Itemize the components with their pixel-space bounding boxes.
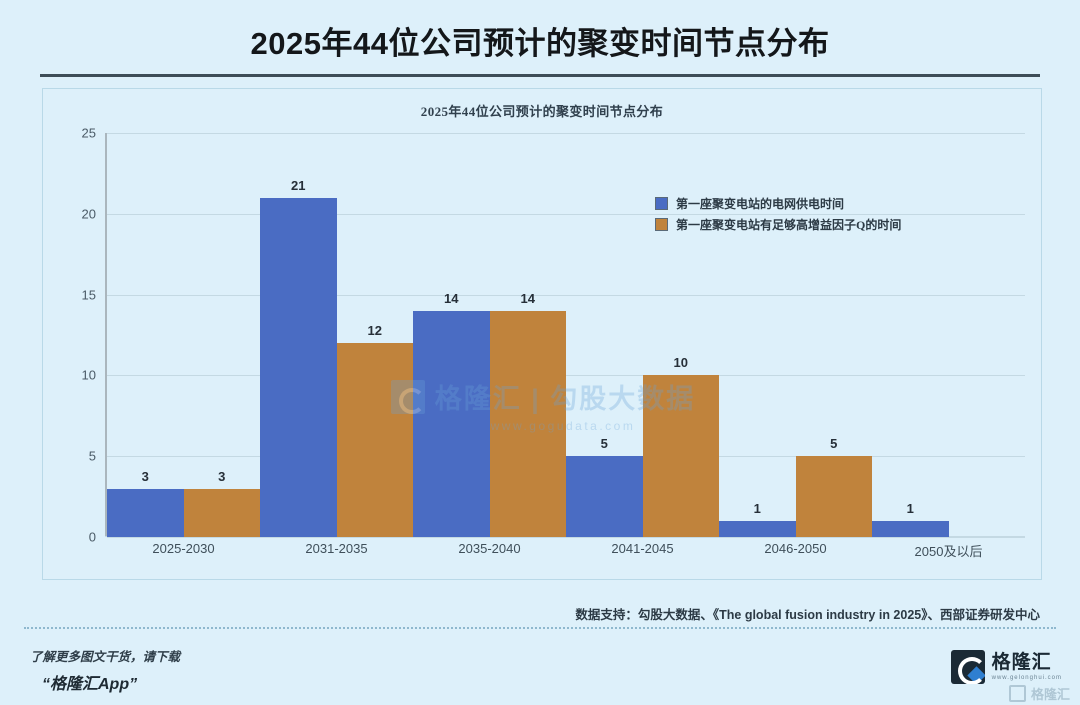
legend-item-label: 第一座聚变电站有足够高增益因子Q的时间 <box>676 218 902 232</box>
footer-app-name: “格隆汇App” <box>42 676 138 693</box>
y-axis-tick-label: 0 <box>88 529 96 545</box>
y-axis-tick-label: 15 <box>81 287 96 303</box>
bar-group: 10 <box>872 133 1025 537</box>
bar[interactable]: 1 <box>872 501 949 537</box>
chart-card: 2025年44位公司预计的聚变时间节点分布 0 5 10 15 20 25 3 3 21 12 1… <box>42 88 1042 580</box>
brand-watermark: 格隆汇 <box>1008 684 1070 703</box>
y-axis-line <box>105 133 107 537</box>
bar[interactable]: 14 <box>413 291 490 537</box>
brand-logo[interactable]: 格隆汇 www.gelonghui.com <box>950 650 1062 684</box>
bar[interactable]: 14 <box>489 291 566 537</box>
gridline: 0 <box>89 530 1025 545</box>
bar-value-label: 10 <box>673 355 688 371</box>
bar[interactable]: 3 <box>183 469 260 537</box>
x-axis-tick-labels: 2025-2030 2031-2035 2035-2040 2041-2045 2046… <box>107 541 1025 560</box>
footer-divider <box>24 627 1056 629</box>
x-axis-tick-label: 2050及以后 <box>914 544 983 559</box>
bar[interactable]: 10 <box>642 355 719 537</box>
y-axis-tick-label: 10 <box>81 367 96 383</box>
bar-value-label: 1 <box>753 500 761 516</box>
bar-value-label: 5 <box>600 436 608 452</box>
page-title: 2025年44位公司预计的聚变时间节点分布 <box>250 26 830 61</box>
y-axis-tick-label: 5 <box>88 448 96 464</box>
legend-swatch-icon <box>655 218 668 231</box>
gridline: 25 <box>82 126 1025 141</box>
bar[interactable]: 3 <box>107 469 184 537</box>
brand-url: www.gelonghui.com <box>991 675 1062 681</box>
gridline: 10 <box>82 368 1025 383</box>
legend-item[interactable]: 第一座聚变电站的电网供电时间 <box>655 193 901 214</box>
bar[interactable]: 5 <box>566 436 643 537</box>
legend-item[interactable]: 第一座聚变电站有足够高增益因子Q的时间 <box>655 214 901 235</box>
x-axis-tick-label: 2031-2035 <box>305 541 368 556</box>
gridline: 20 <box>82 206 1025 221</box>
title-divider <box>40 74 1040 77</box>
legend-swatch-icon <box>655 197 668 210</box>
bar-value-label: 12 <box>367 323 382 339</box>
x-axis-tick-label: 2046-2050 <box>764 541 827 556</box>
gridline: 15 <box>82 287 1025 302</box>
chart-title: 2025年44位公司预计的聚变时间节点分布 <box>420 104 664 119</box>
footer-promo-text: 了解更多图文干货，请下载 <box>30 650 181 664</box>
source-note: 数据支持：勾股大数据、《The global fusion industry i… <box>575 608 1040 622</box>
bar-value-label: 3 <box>218 468 226 484</box>
bar[interactable]: 12 <box>336 323 413 537</box>
legend-item-label: 第一座聚变电站的电网供电时间 <box>676 197 845 211</box>
gelonghui-logo-icon <box>950 650 985 684</box>
brand-ghost-label: 格隆汇 <box>1030 687 1070 702</box>
chart-legend: 第一座聚变电站的电网供电时间 第一座聚变电站有足够高增益因子Q的时间 <box>655 193 901 235</box>
y-axis-tick-label: 20 <box>81 206 96 222</box>
x-axis-tick-label: 2041-2045 <box>611 541 674 556</box>
bar-group: 21 12 <box>260 133 413 537</box>
bar-groups: 33211214145101510 <box>107 133 1025 537</box>
bar-value-label: 14 <box>520 290 535 306</box>
bar[interactable]: 5 <box>795 436 872 537</box>
bar-value-label: 21 <box>291 177 306 193</box>
bar-value-label: 1 <box>906 500 914 516</box>
gelonghui-ghost-icon <box>1008 685 1026 702</box>
bar-group: 14 14 <box>413 133 566 537</box>
bar[interactable]: 21 <box>260 178 337 537</box>
x-axis-tick-label: 2025-2030 <box>152 541 215 556</box>
bar-value-label: 3 <box>141 468 149 484</box>
brand-text: 格隆汇 www.gelonghui.com <box>992 653 1062 681</box>
bar-group: 5 10 <box>566 133 719 537</box>
bar-value-label: 5 <box>830 436 838 452</box>
x-axis-tick-label: 2035-2040 <box>458 541 521 556</box>
bar-value-label: 14 <box>444 290 459 306</box>
brand-name: 格隆汇 <box>991 652 1052 673</box>
bar[interactable]: 1 <box>719 501 796 537</box>
y-axis-tick-label: 25 <box>81 125 96 141</box>
